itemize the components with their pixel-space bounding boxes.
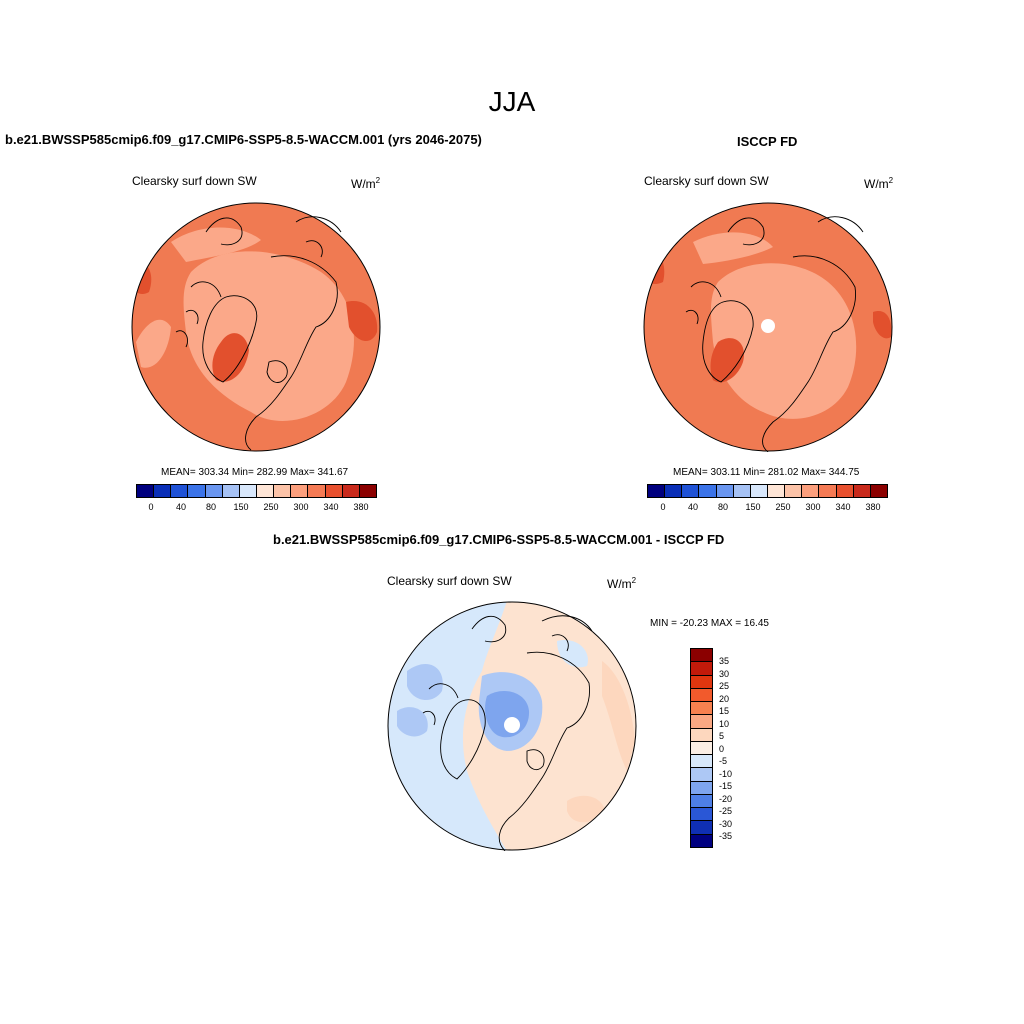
colorbar-tick-label: 10 [719,718,730,729]
diff-colorbar [690,648,713,848]
diff-polar-map [387,601,637,851]
colorbar-box [691,808,712,822]
colorbar-tick-label: 80 [205,502,216,512]
colorbar-box [750,485,768,497]
colorbar-tick-label: 340 [835,502,851,512]
colorbar-tick-label: 5 [719,731,725,741]
colorbar-box [342,485,360,497]
colorbar-tick-label: 150 [233,502,249,512]
colorbar-box [648,485,666,497]
colorbar-box [291,485,309,497]
colorbar-tick-label: 15 [719,706,730,716]
colorbar-box [205,485,223,497]
colorbar-tick-label: 30 [719,668,730,679]
colorbar-tick-label: 0 [660,502,666,512]
colorbar-tick-label: -5 [719,756,728,766]
colorbar-tick-label: 250 [775,502,791,512]
colorbar-box [819,485,837,497]
diff-variable-label: Clearsky surf down SW [387,574,512,588]
colorbar-box [691,821,712,835]
panel2-polar-map [643,202,893,452]
colorbar-box [699,485,717,497]
colorbar-box [188,485,206,497]
colorbar-tick-label: 380 [353,502,369,512]
panel1-units: W/m2 [351,176,381,191]
colorbar-box [785,485,803,497]
colorbar-box [767,485,786,497]
colorbar-box [222,485,240,497]
colorbar-box [870,485,887,497]
colorbar-tick-label: 25 [719,681,730,691]
colorbar-box [691,781,712,795]
colorbar-tick-label: 380 [865,502,881,512]
colorbar-tick-label: 340 [323,502,339,512]
colorbar-box [853,485,871,497]
colorbar-box [691,794,712,809]
diff-panel-title: b.e21.BWSSP585cmip6.f09_g17.CMIP6-SSP5-8… [273,532,725,547]
colorbar-tick-label: 20 [719,693,730,704]
colorbar-tick-label: 0 [719,743,725,754]
colorbar-box [691,834,712,847]
colorbar-box [256,485,275,497]
colorbar-box [691,755,712,769]
colorbar-box [691,768,712,782]
panel1-colorbar [136,484,377,498]
panel1-polar-map [131,202,381,452]
colorbar-box [691,702,712,716]
colorbar-tick-label: 300 [805,502,821,512]
diff-units: W/m2 [607,576,637,591]
colorbar-tick-label: 40 [687,502,698,512]
panel2-stats: MEAN= 303.11 Min= 281.02 Max= 344.75 [673,467,860,478]
colorbar-tick-label: -35 [719,831,733,841]
colorbar-box [171,485,189,497]
panel1-stats: MEAN= 303.34 Min= 282.99 Max= 341.67 [161,467,349,478]
panel1-variable-label: Clearsky surf down SW [132,174,257,188]
colorbar-tick-label: -30 [719,818,733,829]
colorbar-box [691,715,712,729]
colorbar-tick-label: -20 [719,793,733,804]
colorbar-box [691,675,712,689]
colorbar-box [802,485,820,497]
colorbar-tick-label: 150 [745,502,761,512]
colorbar-tick-label: 40 [175,502,186,512]
panel1-title: b.e21.BWSSP585cmip6.f09_g17.CMIP6-SSP5-8… [5,132,482,147]
colorbar-tick-label: 300 [293,502,309,512]
diff-minmax: MIN = -20.23 MAX = 16.45 [650,618,769,629]
colorbar-box [733,485,751,497]
colorbar-box [239,485,257,497]
colorbar-box [137,485,155,497]
colorbar-box [691,688,712,703]
colorbar-tick-label: 250 [263,502,279,512]
colorbar-box [325,485,343,497]
colorbar-tick-label: 0 [148,502,154,512]
colorbar-box [691,728,712,742]
panel2-units: W/m2 [864,176,894,191]
colorbar-box [716,485,734,497]
colorbar-box [691,649,712,663]
colorbar-box [154,485,172,497]
panel2-title: ISCCP FD [737,134,798,149]
colorbar-box [682,485,700,497]
colorbar-tick-label: 35 [719,656,730,666]
colorbar-box [836,485,854,497]
season-title: JJA [488,86,536,117]
panel2-colorbar [647,484,888,498]
colorbar-box [691,662,712,676]
panel2-variable-label: Clearsky surf down SW [644,174,769,188]
colorbar-box [665,485,683,497]
colorbar-tick-label: 80 [717,502,728,512]
colorbar-tick-label: -15 [719,781,733,791]
colorbar-tick-label: -25 [719,806,733,816]
colorbar-box [308,485,326,497]
colorbar-box [359,485,376,497]
colorbar-tick-label: -10 [719,768,733,779]
colorbar-box [274,485,292,497]
colorbar-box [691,741,712,756]
